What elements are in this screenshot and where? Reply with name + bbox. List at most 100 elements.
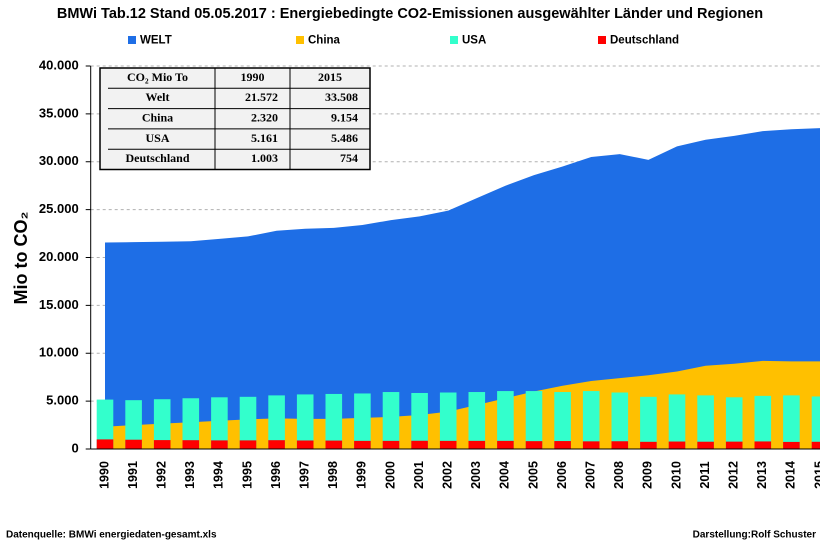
legend-label: China [308, 35, 341, 47]
bar [182, 440, 200, 449]
x-tick-label: 1995 [240, 461, 254, 489]
bar [525, 441, 543, 449]
bar [783, 395, 800, 449]
bar [468, 392, 486, 449]
legend-swatch [598, 36, 606, 44]
bar [554, 392, 571, 449]
y-tick-label: 20.000 [39, 249, 79, 264]
x-tick-label: 2003 [469, 461, 483, 489]
bar [754, 395, 772, 449]
x-tick-label: 2002 [440, 461, 454, 489]
table-cell: USA [145, 131, 169, 145]
table-cell: 2015 [318, 70, 342, 84]
bar [239, 396, 257, 449]
x-tick-label: 2000 [383, 461, 397, 489]
area [105, 128, 820, 450]
bar [468, 440, 486, 449]
x-tick-label: 2014 [784, 461, 798, 489]
x-tick-label: 2012 [726, 461, 740, 489]
legend-swatch [450, 36, 458, 44]
bar [96, 399, 114, 449]
table-cell: 33.508 [325, 90, 358, 104]
legend-label: USA [462, 35, 486, 47]
x-tick-label: 1994 [212, 461, 226, 489]
table-cell: 2.320 [251, 111, 278, 125]
x-tick-label: 1996 [269, 461, 283, 489]
x-tick-label: 2015 [812, 461, 820, 489]
bar [668, 394, 686, 449]
bar [554, 441, 571, 449]
table-cell: 5.161 [251, 131, 278, 145]
legend-label: Deutschland [610, 35, 679, 47]
table-cell: 5.486 [331, 131, 358, 145]
x-tick-label: 2005 [526, 461, 540, 489]
y-tick-label: 0 [71, 440, 78, 455]
data-table: CO₂ Mio To 1990 2015 Welt 21.572 33.508 China 2… [99, 67, 371, 171]
table-cell: CO₂ Mio To [127, 70, 188, 84]
bar [611, 392, 629, 449]
table-cell: Deutschland [125, 151, 189, 165]
bar [439, 392, 457, 449]
table-cell: China [142, 111, 173, 125]
bar [582, 441, 600, 449]
x-tick-label: 2004 [498, 461, 512, 489]
bar [268, 395, 285, 449]
y-tick-label: 10.000 [39, 345, 79, 360]
table-cell: Welt [146, 90, 170, 104]
table-cell: 21.572 [245, 90, 278, 104]
bar [153, 399, 171, 449]
y-tick-label: 40.000 [39, 57, 79, 72]
table-bg [99, 67, 371, 171]
y-axis-label: Mio to CO₂ [11, 212, 31, 305]
bar [96, 439, 114, 449]
x-tick-label: 2008 [612, 461, 626, 489]
table-cell: 9.154 [331, 111, 358, 125]
x-tick-label: 1999 [355, 461, 369, 489]
x-tick-label: 1997 [297, 461, 311, 489]
x-tick-label: 1993 [183, 461, 197, 489]
bar [697, 395, 714, 449]
bar [182, 398, 200, 449]
x-tick-label: 2006 [555, 461, 569, 489]
bar [382, 392, 400, 449]
bar [125, 439, 142, 449]
bar [811, 396, 820, 449]
x-tick-label: 2010 [669, 461, 683, 489]
y-tick-label: 5.000 [46, 393, 79, 408]
x-tick-label: 2007 [583, 461, 597, 489]
chart-title: BMWi Tab.12 Stand 05.05.2017 : Energiebe… [57, 6, 763, 22]
bar [296, 440, 314, 449]
y-tick-label: 25.000 [39, 201, 79, 216]
bar [783, 441, 800, 449]
bar [725, 397, 743, 449]
legend-label: WELT [140, 35, 172, 47]
bar [725, 441, 743, 449]
x-tick-label: 1991 [126, 461, 140, 489]
bar [354, 393, 371, 449]
source-note: Datenquelle: BMWi energiedaten-gesamt.xl… [6, 530, 217, 541]
bar [382, 440, 400, 449]
bar [354, 440, 371, 449]
bar [325, 440, 343, 449]
bar [582, 391, 600, 449]
table-cell: 754 [340, 151, 358, 165]
bar [439, 440, 457, 449]
legend-swatch [128, 36, 136, 44]
bar [668, 441, 686, 449]
bar [125, 400, 142, 449]
legend-swatch [296, 36, 304, 44]
bar [411, 440, 428, 449]
x-tick-label: 1998 [326, 461, 340, 489]
x-tick-label: 1992 [154, 461, 168, 489]
table-cell: 1.003 [251, 151, 278, 165]
x-tick-label: 1990 [97, 461, 111, 489]
bar [640, 396, 657, 449]
y-tick-label: 35.000 [39, 105, 79, 120]
bar [497, 391, 514, 449]
y-tick-label: 30.000 [39, 153, 79, 168]
y-tick-label: 15.000 [39, 297, 79, 312]
bar [411, 392, 428, 449]
bar [325, 393, 343, 449]
credit-note: Darstellung:Rolf Schuster [693, 530, 816, 541]
